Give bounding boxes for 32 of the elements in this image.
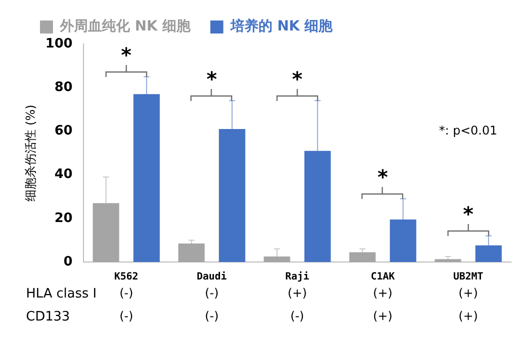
legend-label: 培养的 NK 细胞: [229, 18, 334, 35]
text: (+): [458, 286, 478, 300]
y-tick-label: 60: [54, 124, 73, 139]
text: (+): [373, 309, 392, 324]
x-tick-label: C1AK: [370, 272, 395, 283]
text: (-): [290, 309, 304, 324]
y-axis-title: 细胞杀伤活性 (%): [23, 104, 38, 202]
text: (+): [288, 286, 307, 300]
text: (-): [204, 286, 219, 300]
legend-label: 外周血纯化 NK 细胞: [59, 18, 192, 35]
x-tick-label: Daudi: [196, 270, 227, 283]
annotation: *: [292, 66, 304, 91]
y-tick-label: 0: [63, 254, 73, 270]
text: (+): [373, 286, 392, 300]
text: CD133: [26, 309, 70, 324]
annotation: *: p<0.01: [439, 123, 498, 138]
y-tick-label: 20: [54, 210, 73, 226]
annotation: *: [463, 202, 474, 226]
annotation: *: [206, 66, 218, 91]
y-tick-label: 100: [45, 36, 73, 52]
y-tick-label: 80: [54, 80, 73, 95]
annotation: *: [121, 42, 132, 67]
x-tick-label: K562: [114, 272, 138, 283]
annotation: *: [378, 164, 389, 189]
y-tick-label: 40: [54, 167, 73, 182]
text: HLA class I: [26, 286, 97, 302]
text: (-): [119, 286, 134, 300]
text: (+): [458, 309, 478, 324]
text: (-): [119, 309, 134, 324]
x-tick-label: Raji: [285, 270, 310, 283]
text: (-): [204, 309, 219, 324]
x-tick-label: UB2MT: [453, 272, 484, 283]
